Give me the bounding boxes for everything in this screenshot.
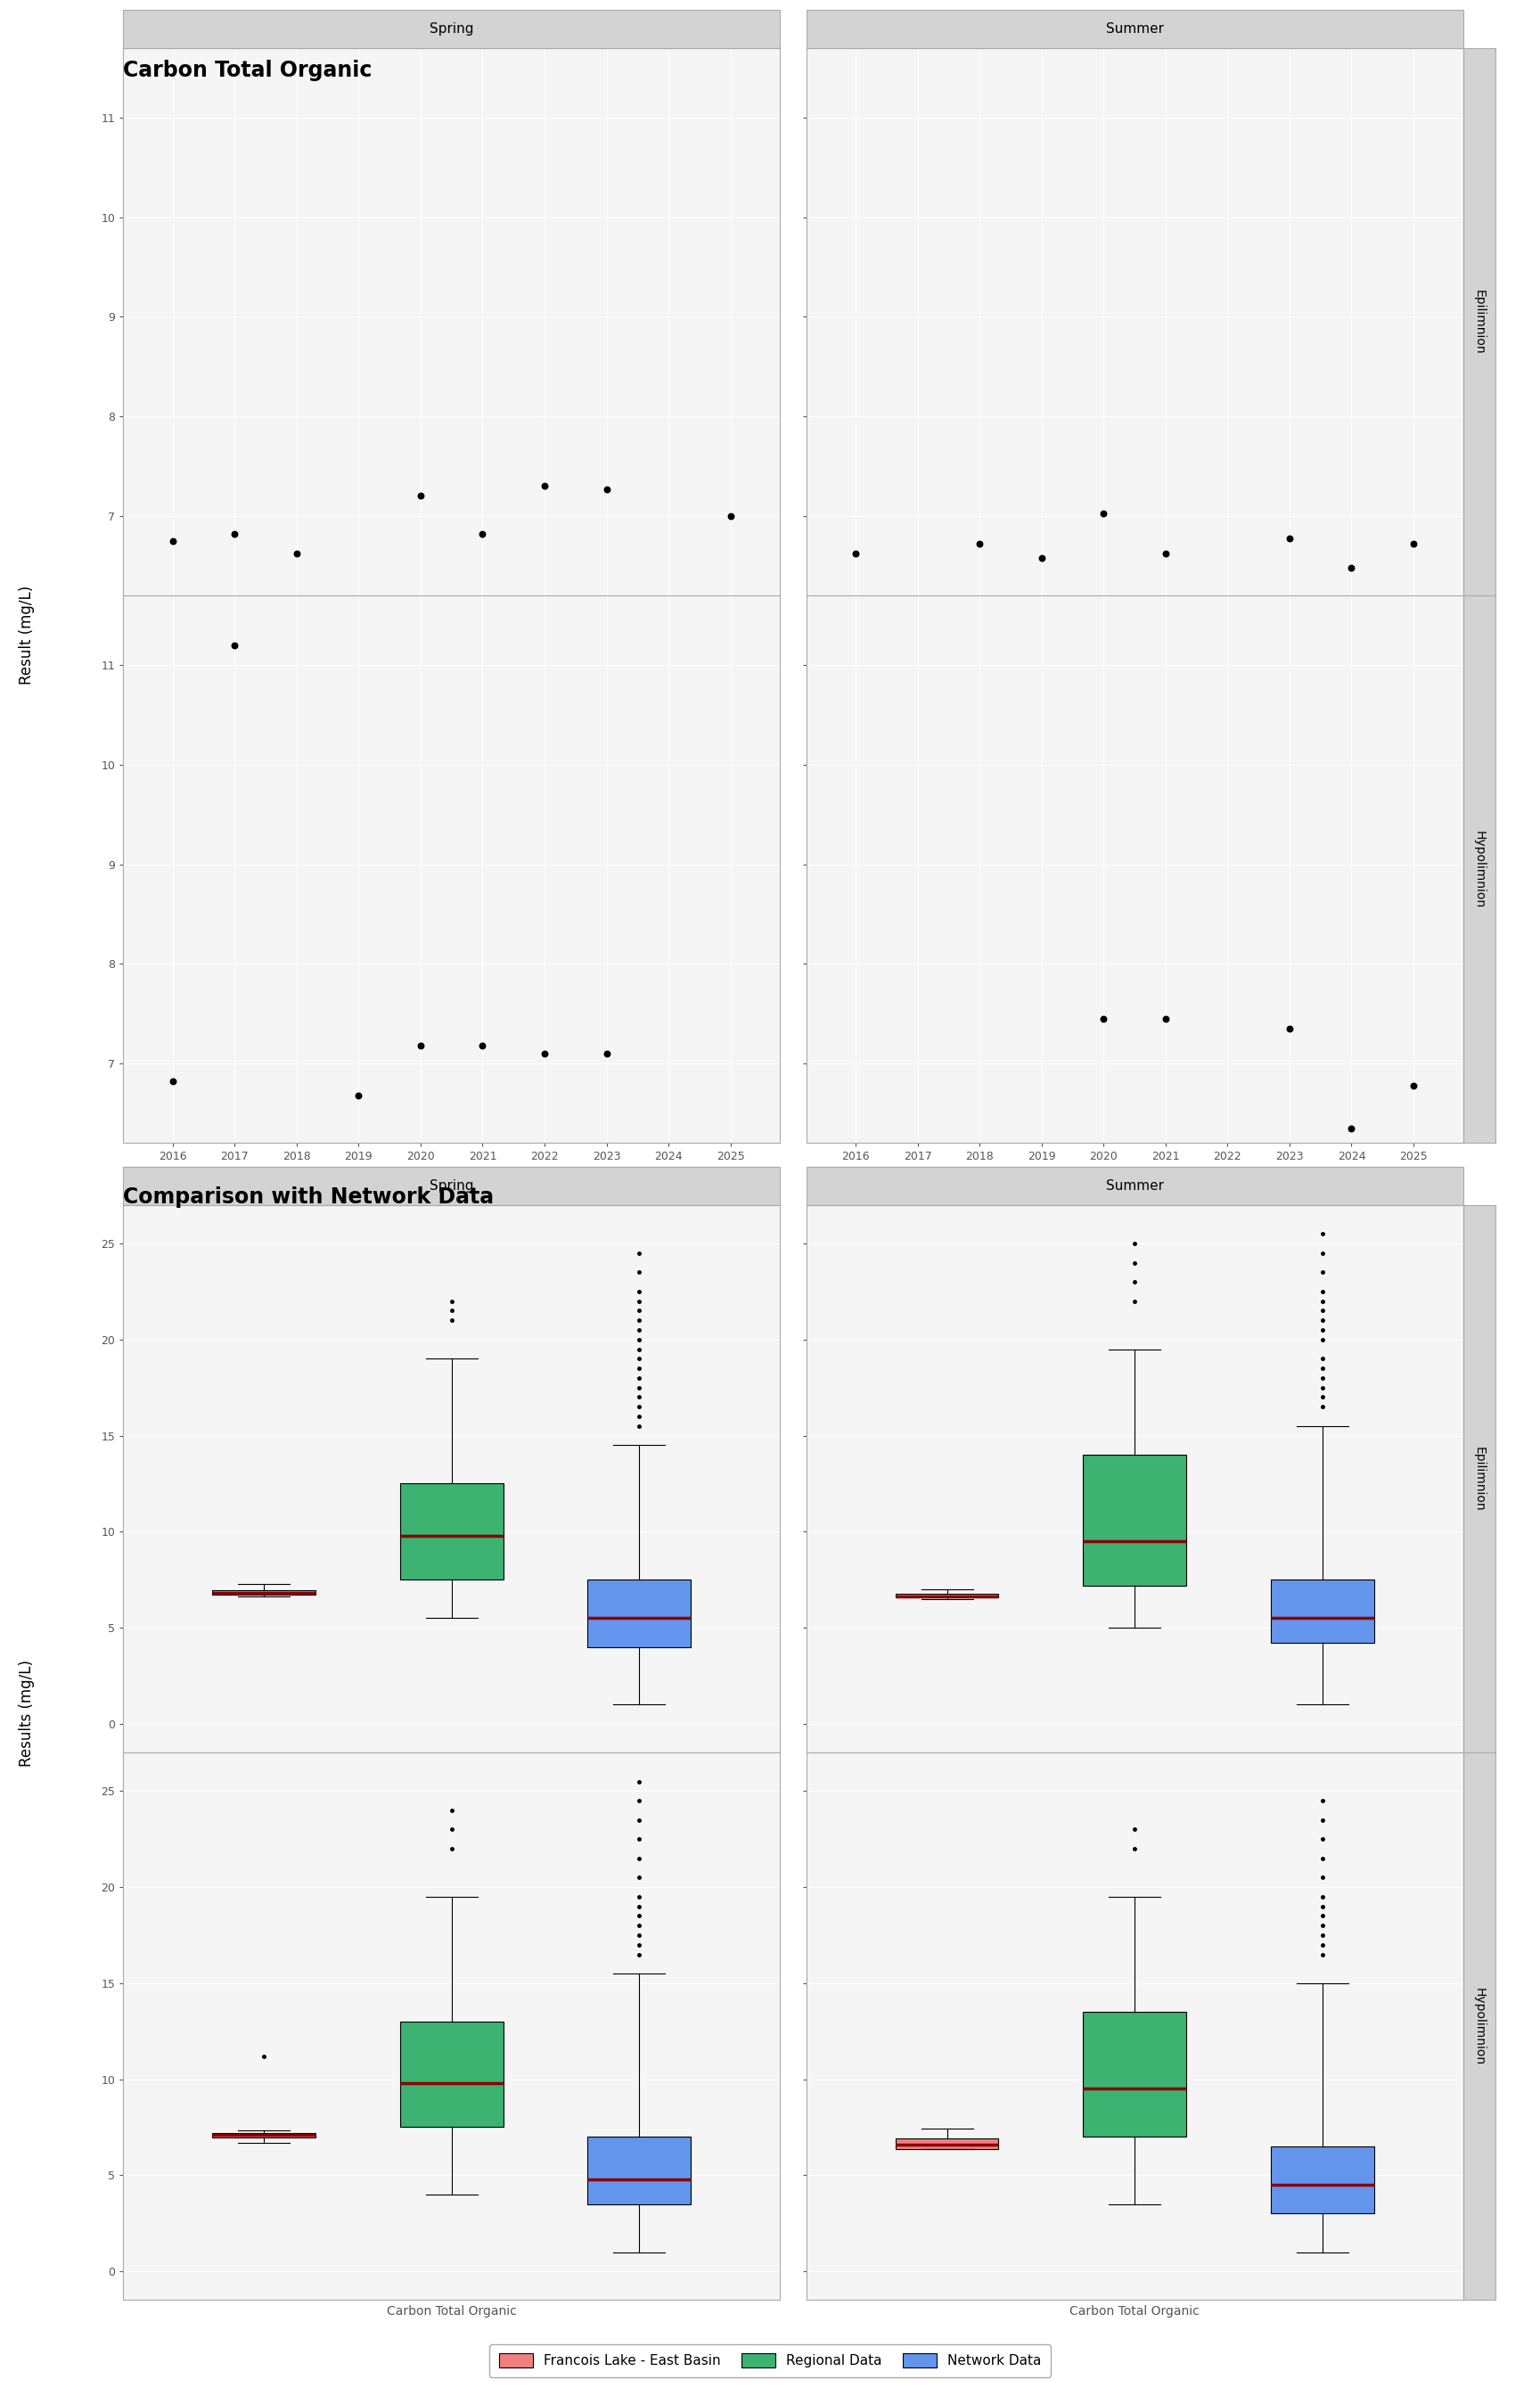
PathPatch shape: [895, 2140, 998, 2149]
Point: [408, 1025, 433, 1064]
Point: [1340, 1109, 1364, 1148]
Text: Spring: Spring: [430, 1179, 474, 1193]
Bar: [1463, 1751, 1495, 2300]
Bar: [1463, 597, 1495, 1143]
Point: [718, 496, 742, 534]
Point: [1092, 999, 1117, 1037]
Point: [1340, 549, 1364, 587]
Point: [533, 1035, 557, 1073]
Point: [470, 515, 494, 553]
Point: [285, 534, 310, 573]
Point: [1277, 520, 1301, 558]
Point: [470, 1025, 494, 1064]
Point: [1153, 999, 1178, 1037]
PathPatch shape: [1083, 2013, 1186, 2137]
PathPatch shape: [213, 1591, 316, 1596]
PathPatch shape: [588, 2137, 691, 2204]
Bar: [123, 10, 779, 48]
Text: Hypolimnion: Hypolimnion: [1474, 1989, 1486, 2065]
PathPatch shape: [588, 1579, 691, 1646]
Point: [533, 467, 557, 506]
Point: [1401, 1066, 1426, 1105]
Bar: [123, 1167, 779, 1205]
X-axis label: Carbon Total Organic: Carbon Total Organic: [387, 2305, 516, 2317]
PathPatch shape: [400, 1483, 504, 1579]
Bar: [807, 10, 1463, 48]
Bar: [1463, 48, 1495, 597]
PathPatch shape: [1270, 2147, 1374, 2214]
Point: [408, 477, 433, 515]
Point: [160, 1061, 185, 1100]
Point: [1277, 1009, 1301, 1047]
PathPatch shape: [1083, 1454, 1186, 1586]
Point: [1092, 494, 1117, 532]
Point: [1029, 539, 1053, 577]
Point: [594, 470, 619, 508]
Point: [967, 525, 992, 563]
Text: Results (mg/L): Results (mg/L): [18, 1660, 34, 1766]
Text: Result (mg/L): Result (mg/L): [18, 585, 34, 685]
Point: [1153, 534, 1178, 573]
Point: [222, 515, 246, 553]
Text: Carbon Total Organic: Carbon Total Organic: [123, 60, 373, 81]
X-axis label: Carbon Total Organic: Carbon Total Organic: [1070, 2305, 1200, 2317]
PathPatch shape: [895, 1593, 998, 1598]
Text: Spring: Spring: [430, 22, 474, 36]
PathPatch shape: [400, 2022, 504, 2128]
Text: Epilimnion: Epilimnion: [1474, 1447, 1486, 1512]
PathPatch shape: [213, 2132, 316, 2137]
Text: Summer: Summer: [1106, 22, 1164, 36]
Point: [844, 534, 869, 573]
Legend: Francois Lake - East Basin, Regional Data, Network Data: Francois Lake - East Basin, Regional Dat…: [490, 2343, 1050, 2377]
Text: Epilimnion: Epilimnion: [1474, 290, 1486, 355]
PathPatch shape: [1270, 1579, 1374, 1644]
Point: [346, 1076, 371, 1114]
Text: Comparison with Network Data: Comparison with Network Data: [123, 1186, 494, 1208]
Text: Summer: Summer: [1106, 1179, 1164, 1193]
Point: [594, 1035, 619, 1073]
Point: [1401, 525, 1426, 563]
Text: Hypolimnion: Hypolimnion: [1474, 831, 1486, 908]
Point: [222, 625, 246, 664]
Bar: [1463, 1205, 1495, 1751]
Bar: [807, 1167, 1463, 1205]
Point: [160, 522, 185, 561]
